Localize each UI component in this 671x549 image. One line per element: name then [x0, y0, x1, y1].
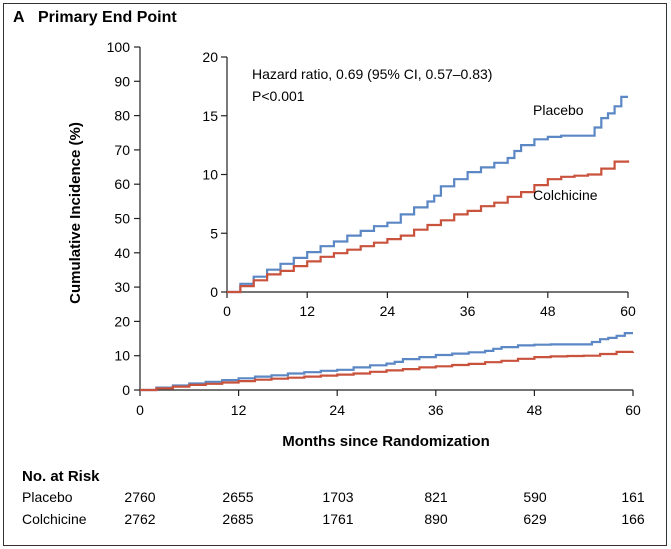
- main-series-group: [140, 332, 635, 392]
- risk-row-label-placebo: Placebo: [22, 489, 73, 505]
- risk-cell: 166: [621, 511, 645, 527]
- inset-x-tick-label: 24: [380, 303, 396, 319]
- inset-background: [197, 45, 636, 325]
- hazard-ratio-annotation: Hazard ratio, 0.69 (95% CI, 0.57–0.83): [252, 66, 492, 82]
- risk-table: Placebo 2760 2655 1703 821 590 161 Colchicine 27…: [22, 489, 645, 527]
- p-value-annotation: P<0.001: [252, 88, 305, 104]
- risk-cell: 2655: [222, 489, 253, 505]
- risk-cell: 1703: [322, 489, 353, 505]
- risk-cell: 821: [424, 489, 448, 505]
- main-y-tick-label: 0: [122, 382, 130, 398]
- panel-letter: A: [13, 9, 25, 26]
- inset-series-colchicine: [227, 160, 630, 294]
- main-x-tick-label: 60: [625, 402, 641, 418]
- inset-series-placebo: [227, 95, 628, 294]
- main-y-tick-label: 80: [114, 108, 130, 124]
- main-y-tick-label: 90: [114, 73, 130, 89]
- inset-y-tick-label: 10: [202, 167, 218, 183]
- risk-cell: 890: [424, 511, 448, 527]
- main-x-tick-label: 0: [136, 402, 144, 418]
- main-x-tick-label: 48: [527, 402, 543, 418]
- main-series-colchicine: [140, 350, 635, 392]
- inset-x-tick-label: 48: [540, 303, 556, 319]
- inset-y-tick-label: 15: [202, 108, 218, 124]
- inset-x-tick-label: 0: [223, 303, 231, 319]
- inset-series-group: [227, 95, 630, 294]
- main-y-tick-label: 100: [107, 39, 131, 55]
- risk-cell: 1761: [322, 511, 353, 527]
- inset-label-placebo: Placebo: [533, 102, 584, 118]
- risk-cell: 161: [621, 489, 645, 505]
- main-y-tick-label: 70: [114, 142, 130, 158]
- inset-axes: 0 5 10 15 20 0 12 24 36 48 60: [197, 45, 636, 325]
- inset-x-tick-label: 36: [460, 303, 476, 319]
- inset-y-tick-label: 5: [210, 225, 218, 241]
- main-x-tick-label: 24: [329, 402, 345, 418]
- main-y-tick-label: 20: [114, 313, 130, 329]
- risk-cell: 629: [523, 511, 547, 527]
- main-y-tick-label: 10: [114, 348, 130, 364]
- inset-x-tick-label: 12: [299, 303, 315, 319]
- inset-y-tick-label: 20: [202, 49, 218, 65]
- risk-cell: 590: [523, 489, 547, 505]
- risk-cell: 2760: [124, 489, 155, 505]
- risk-table-header: No. at Risk: [22, 468, 100, 485]
- main-y-tick-label: 50: [114, 211, 130, 227]
- main-y-tick-label: 30: [114, 279, 130, 295]
- main-y-tick-label: 60: [114, 176, 130, 192]
- panel-title: Primary End Point: [38, 9, 177, 26]
- risk-cell: 2762: [124, 511, 155, 527]
- main-series-placebo: [140, 332, 633, 392]
- inset-x-tick-label: 60: [620, 303, 636, 319]
- main-x-tick-label: 12: [231, 402, 247, 418]
- risk-row-label-colchicine: Colchicine: [22, 511, 87, 527]
- risk-cell: 2685: [222, 511, 253, 527]
- inset-y-tick-label: 0: [210, 284, 218, 300]
- x-axis-label: Months since Randomization: [282, 433, 490, 450]
- inset-label-colchicine: Colchicine: [533, 187, 598, 203]
- main-y-tick-label: 40: [114, 245, 130, 261]
- main-x-tick-label: 36: [428, 402, 444, 418]
- y-axis-label: Cumulative Incidence (%): [67, 122, 84, 304]
